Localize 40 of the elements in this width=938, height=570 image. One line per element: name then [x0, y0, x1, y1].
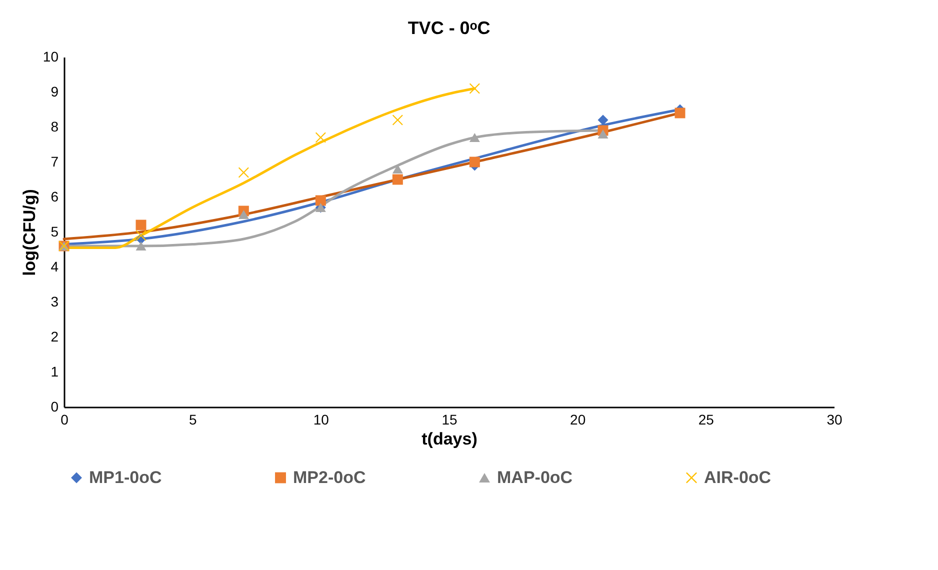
x-tick-label: 10 [313, 412, 330, 428]
y-tick-label: 3 [50, 294, 59, 310]
point [315, 132, 326, 143]
x-tick-label: 15 [442, 412, 458, 428]
y-tick-label: 4 [50, 258, 59, 274]
x-tick-label: 20 [570, 412, 586, 428]
point [238, 210, 249, 220]
point [598, 114, 608, 126]
point [674, 108, 686, 118]
x-tick-label: 0 [60, 412, 69, 428]
point [136, 230, 146, 241]
y-tick-label: 6 [50, 188, 59, 204]
point [598, 129, 608, 139]
y-tick-label: 1 [50, 364, 59, 380]
point [392, 114, 403, 126]
x-tick-label: 30 [826, 412, 842, 428]
x-tick-label: 25 [698, 412, 714, 428]
point [238, 167, 249, 178]
point [136, 220, 146, 230]
y-tick-label: 8 [50, 118, 59, 134]
point [136, 241, 146, 251]
point [469, 156, 480, 168]
y-tick-label: 0 [50, 398, 59, 414]
legend-label: MP2-0oC [293, 468, 366, 487]
point [469, 132, 480, 142]
legend-label: MAP-0oC [497, 468, 573, 487]
x-axis-title: t(days) [422, 430, 478, 448]
point [315, 195, 326, 206]
y-tick-label: 2 [50, 328, 59, 344]
legend-label: MP1-0oC [89, 468, 162, 487]
x-tick-label: 5 [188, 412, 197, 428]
point [469, 83, 480, 94]
y-tick-label: 9 [50, 84, 59, 100]
y-axis-title: log(CFU/g) [20, 189, 39, 276]
y-tick-label: 10 [42, 48, 59, 64]
point [392, 174, 403, 185]
y-tick-label: 5 [50, 224, 59, 240]
legend-label: AIR-0oC [704, 468, 772, 487]
y-tick-label: 7 [50, 154, 59, 170]
chart-title: TVC - 0ᵒC [408, 18, 490, 38]
